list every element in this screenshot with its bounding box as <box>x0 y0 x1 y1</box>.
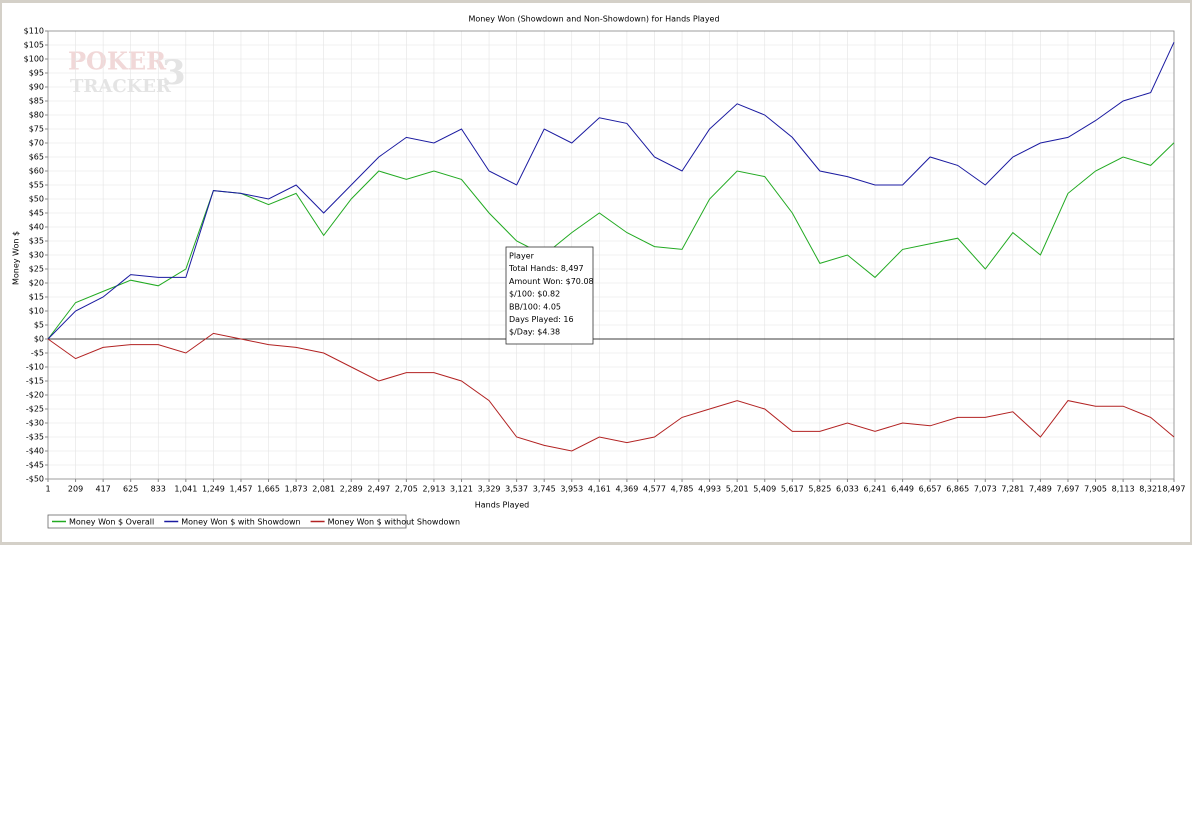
x-tick-label: 2,705 <box>395 485 418 494</box>
x-tick-label: 5,617 <box>781 485 804 494</box>
y-tick-label: $35 <box>29 237 44 246</box>
tooltip-line: Amount Won: $70.08 <box>509 277 594 286</box>
x-tick-label: 209 <box>68 485 83 494</box>
y-tick-label: -$35 <box>26 433 44 442</box>
x-tick-label: 2,913 <box>422 485 445 494</box>
tooltip: Player Total Hands: 8,497 Amount Won: $70.… <box>505 246 594 345</box>
x-tick-label: 625 <box>123 485 138 494</box>
x-tick-label: 1,041 <box>174 485 197 494</box>
y-tick-label: -$5 <box>31 349 44 358</box>
y-tick-label: -$40 <box>26 447 44 456</box>
x-tick-label: 7,905 <box>1084 485 1107 494</box>
x-tick-label: 4,577 <box>643 485 666 494</box>
y-tick-label: $50 <box>29 195 44 204</box>
x-tick-label: 3,537 <box>505 485 528 494</box>
x-tick-label: 1,665 <box>257 485 280 494</box>
x-tick-label: 4,993 <box>698 485 721 494</box>
x-tick-label: 3,953 <box>560 485 583 494</box>
x-tick-label: 8,321 <box>1139 485 1162 494</box>
x-tick-label: 4,785 <box>671 485 694 494</box>
x-tick-label: 7,697 <box>1057 485 1080 494</box>
y-tick-label: -$10 <box>26 363 44 372</box>
legend-label: Money Won $ with Showdown <box>181 518 300 527</box>
chart-background <box>2 3 1190 542</box>
tooltip-line: Player <box>509 252 535 261</box>
x-tick-label: 2,289 <box>340 485 363 494</box>
y-axis-label: Money Won $ <box>12 231 21 285</box>
tooltip-line: Total Hands: 8,497 <box>508 264 584 273</box>
x-tick-label: 8,113 <box>1112 485 1135 494</box>
x-tick-label: 417 <box>95 485 110 494</box>
y-tick-label: -$45 <box>26 461 44 470</box>
x-tick-label: 3,329 <box>478 485 501 494</box>
watermark: TRACKER <box>70 76 172 97</box>
y-tick-label: $105 <box>24 41 44 50</box>
x-tick-label: 5,201 <box>726 485 749 494</box>
y-tick-label: $75 <box>29 125 44 134</box>
y-tick-label: $80 <box>29 111 44 120</box>
tooltip-box <box>505 246 594 345</box>
x-tick-label: 3,121 <box>450 485 473 494</box>
series-line <box>47 41 1175 340</box>
legend-box <box>47 514 407 529</box>
tooltip-line: $/Day: $4.38 <box>509 328 560 337</box>
x-tick-label: 4,161 <box>588 485 611 494</box>
x-tick-label: 1,457 <box>230 485 253 494</box>
plot-frame <box>47 30 1175 480</box>
x-tick-label: 6,033 <box>836 485 859 494</box>
window: Money Won (Showdown and Non-Showdown) fo… <box>0 0 1192 545</box>
x-tick-label: 6,657 <box>919 485 942 494</box>
y-tick-label: $25 <box>29 265 44 274</box>
watermark: POKER <box>68 47 167 76</box>
x-tick-label: 5,409 <box>753 485 776 494</box>
y-tick-label: -$30 <box>26 419 44 428</box>
y-tick-label: $5 <box>34 321 44 330</box>
y-tick-label: $90 <box>29 83 44 92</box>
y-tick-label: $95 <box>29 69 44 78</box>
legend-label: Money Won $ Overall <box>69 518 154 527</box>
x-tick-label: 4,369 <box>615 485 638 494</box>
y-tick-label: $0 <box>34 335 44 344</box>
y-tick-label: $70 <box>29 139 44 148</box>
chart: Money Won (Showdown and Non-Showdown) fo… <box>2 3 1190 542</box>
y-tick-label: $60 <box>29 167 44 176</box>
y-tick-label: -$15 <box>26 377 44 386</box>
x-tick-label: 7,489 <box>1029 485 1052 494</box>
y-tick-label: $65 <box>29 153 44 162</box>
x-tick-label: 1 <box>45 485 50 494</box>
x-tick-label: 2,497 <box>367 485 390 494</box>
x-tick-label: 8,497 <box>1163 485 1186 494</box>
y-tick-label: -$20 <box>26 391 44 400</box>
x-tick-label: 6,241 <box>864 485 887 494</box>
x-tick-label: 1,249 <box>202 485 225 494</box>
x-tick-label: 7,073 <box>974 485 997 494</box>
y-tick-label: -$50 <box>26 475 44 484</box>
y-tick-label: $40 <box>29 223 44 232</box>
series-line <box>47 332 1175 452</box>
x-tick-label: 1,873 <box>285 485 308 494</box>
y-tick-label: $30 <box>29 251 44 260</box>
tooltip-line: $/100: $0.82 <box>509 290 560 299</box>
y-tick-label: $20 <box>29 279 44 288</box>
x-axis-label: Hands Played <box>475 501 529 510</box>
y-tick-label: $15 <box>29 293 44 302</box>
y-tick-label: $10 <box>29 307 44 316</box>
y-tick-label: $55 <box>29 181 44 190</box>
tooltip-line: BB/100: 4.05 <box>509 302 561 311</box>
x-tick-label: 2,081 <box>312 485 335 494</box>
tooltip-line: Days Played: 16 <box>509 315 574 324</box>
y-tick-label: $100 <box>24 55 44 64</box>
x-tick-label: 6,865 <box>946 485 969 494</box>
x-tick-label: 3,745 <box>533 485 556 494</box>
y-tick-label: -$25 <box>26 405 44 414</box>
y-tick-label: $45 <box>29 209 44 218</box>
y-tick-label: $85 <box>29 97 44 106</box>
x-tick-label: 6,449 <box>891 485 914 494</box>
x-tick-label: 5,825 <box>808 485 831 494</box>
x-tick-label: 7,281 <box>1001 485 1024 494</box>
legend-label: Money Won $ without Showdown <box>328 518 460 527</box>
chart-title: Money Won (Showdown and Non-Showdown) fo… <box>468 15 719 24</box>
y-tick-label: $110 <box>24 27 44 36</box>
x-tick-label: 833 <box>151 485 166 494</box>
